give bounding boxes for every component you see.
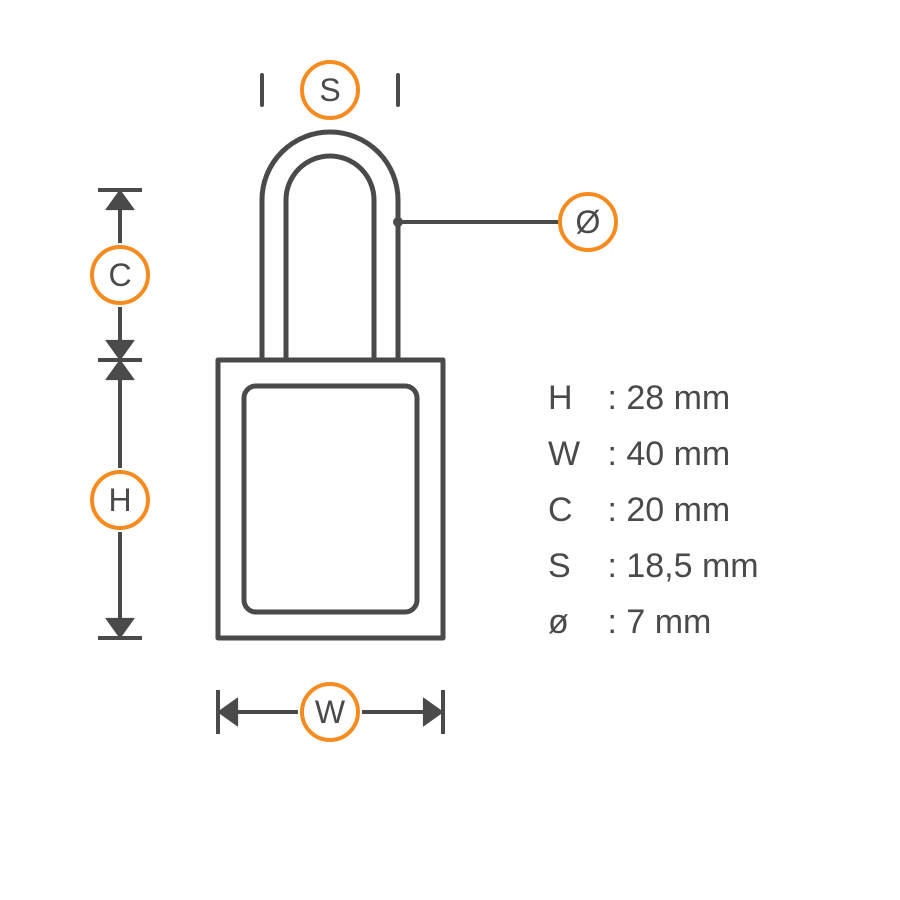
legend-row: C : 20 mm (548, 482, 759, 538)
svg-text:Ø: Ø (576, 204, 601, 240)
diagram-canvas: SØCHW H : 28 mmW : 40 mmC : 20 mmS : 18,… (0, 0, 900, 900)
legend-separator: : (598, 603, 626, 642)
legend-key: W (548, 435, 598, 474)
legend-separator: : (598, 435, 626, 474)
legend-separator: : (598, 379, 626, 418)
legend-value: 20 mm (626, 491, 730, 530)
legend-value: 7 mm (626, 603, 711, 642)
svg-text:C: C (108, 257, 131, 293)
legend-separator: : (598, 491, 626, 530)
legend-row: W : 40 mm (548, 426, 759, 482)
legend-row: ø : 7 mm (548, 594, 759, 650)
legend-value: 40 mm (626, 435, 730, 474)
svg-text:S: S (319, 72, 340, 108)
legend-key: S (548, 547, 598, 586)
legend-row: H : 28 mm (548, 370, 759, 426)
legend-value: 18,5 mm (626, 547, 758, 586)
svg-text:W: W (315, 694, 346, 730)
legend-key: C (548, 491, 598, 530)
padlock-diagram: SØCHW (0, 0, 900, 900)
svg-text:H: H (108, 482, 131, 518)
dimensions-legend: H : 28 mmW : 40 mmC : 20 mmS : 18,5 mmø … (548, 370, 759, 650)
legend-separator: : (598, 547, 626, 586)
legend-key: H (548, 379, 598, 418)
legend-key: ø (548, 603, 598, 642)
legend-row: S : 18,5 mm (548, 538, 759, 594)
legend-value: 28 mm (626, 379, 730, 418)
